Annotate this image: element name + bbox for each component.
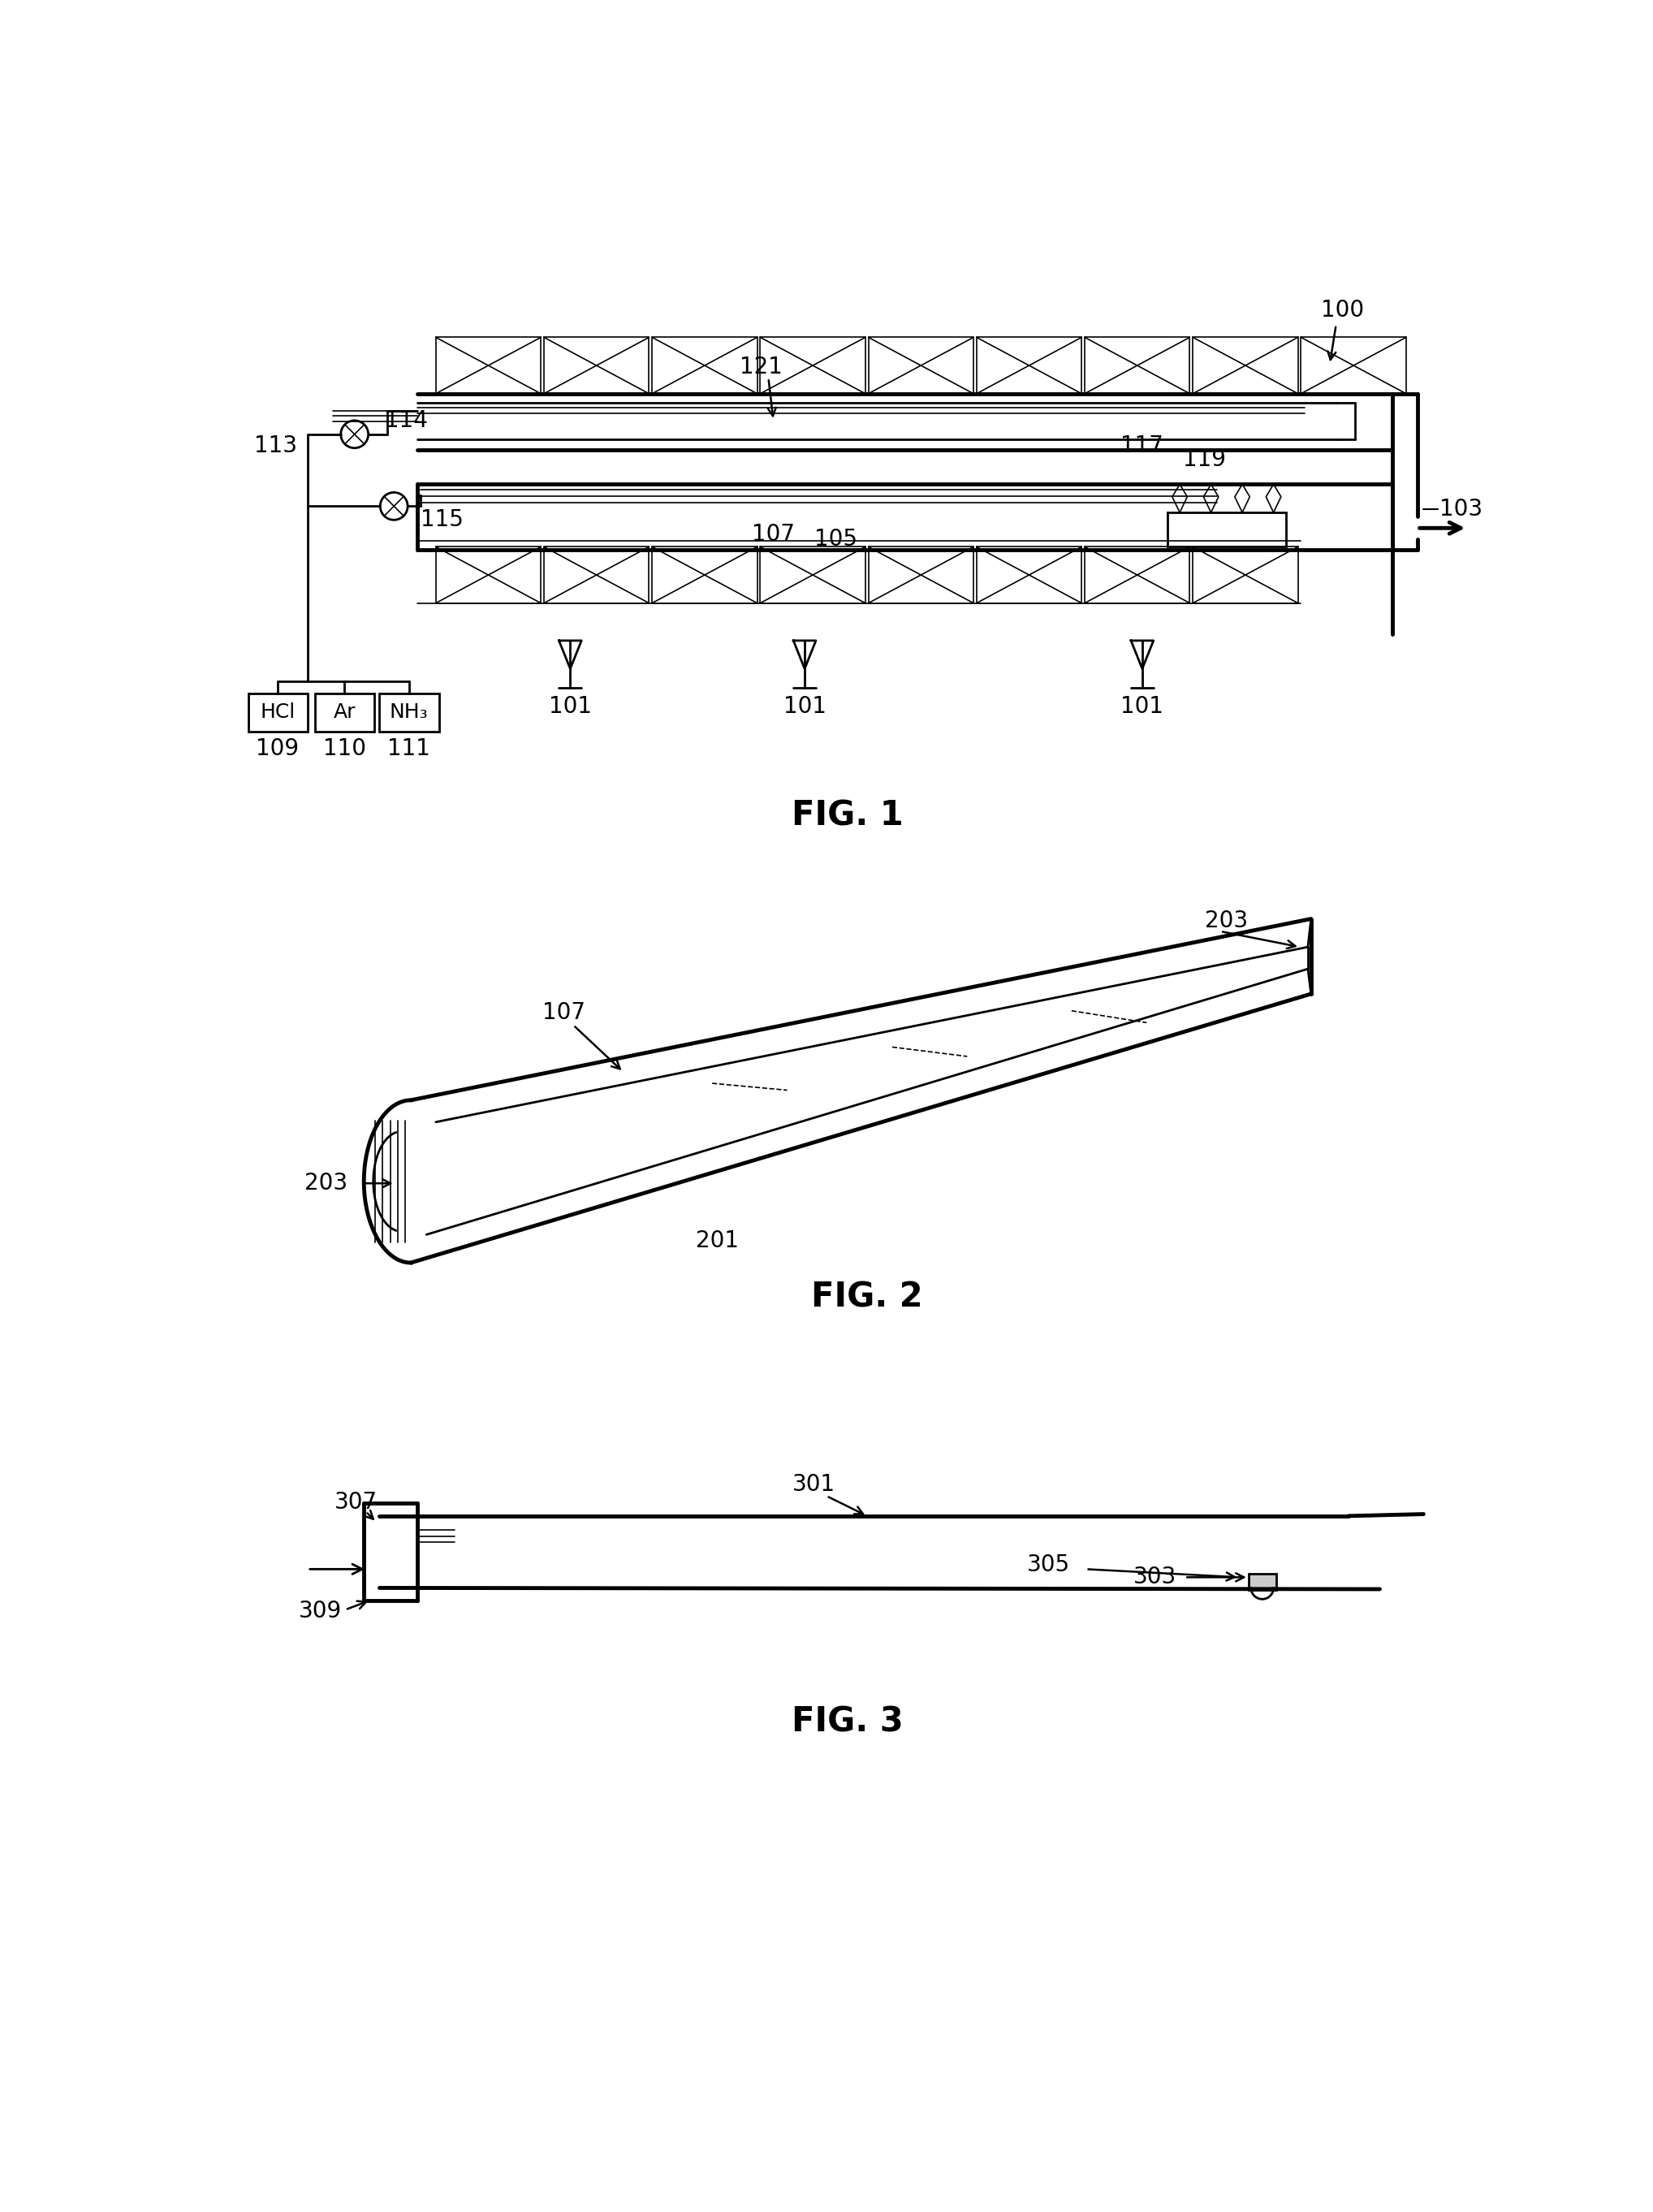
Text: 100: 100	[1321, 299, 1364, 321]
Bar	[1084, 546, 1190, 604]
Text: 105: 105	[815, 529, 858, 551]
Bar	[380, 695, 440, 732]
Text: 101: 101	[549, 695, 592, 717]
Bar	[1193, 546, 1298, 604]
Text: 103: 103	[1440, 498, 1483, 520]
Bar	[1084, 338, 1190, 394]
Text: 203: 203	[1205, 909, 1248, 931]
Bar	[653, 338, 757, 394]
Text: 115: 115	[420, 509, 463, 531]
Bar	[544, 546, 650, 604]
Text: 101: 101	[1121, 695, 1164, 717]
Bar	[760, 546, 865, 604]
Text: 107: 107	[752, 522, 795, 546]
Bar	[1193, 338, 1298, 394]
Text: 107: 107	[542, 1002, 585, 1024]
Text: FIG. 1: FIG. 1	[792, 799, 903, 832]
Text: 203: 203	[304, 1172, 349, 1194]
Text: 110: 110	[322, 737, 365, 761]
Text: 301: 301	[792, 1473, 836, 1495]
Text: HCl: HCl	[260, 703, 296, 723]
Text: 307: 307	[334, 1491, 377, 1513]
Bar	[544, 338, 650, 394]
Bar	[868, 546, 974, 604]
Text: 113: 113	[255, 434, 298, 458]
Text: 201: 201	[696, 1230, 739, 1252]
Text: FIG. 3: FIG. 3	[792, 1705, 903, 1739]
Bar	[868, 338, 974, 394]
Text: 119: 119	[1184, 447, 1227, 471]
Bar	[977, 338, 1081, 394]
Text: 109: 109	[256, 737, 299, 761]
Bar	[436, 546, 541, 604]
Bar	[653, 546, 757, 604]
Bar	[436, 338, 541, 394]
Bar	[977, 546, 1081, 604]
Bar	[760, 338, 865, 394]
Text: 101: 101	[784, 695, 826, 717]
Text: 114: 114	[385, 409, 428, 431]
Text: Ar: Ar	[334, 703, 355, 723]
Text: NH₃: NH₃	[390, 703, 428, 723]
Text: 117: 117	[1121, 434, 1164, 458]
Bar	[1167, 513, 1286, 546]
Bar	[316, 695, 375, 732]
Text: FIG. 2: FIG. 2	[812, 1281, 922, 1314]
Text: 305: 305	[1027, 1553, 1069, 1577]
Bar	[1301, 338, 1407, 394]
Bar	[248, 695, 307, 732]
Text: 121: 121	[739, 356, 782, 378]
Text: 111: 111	[387, 737, 430, 761]
Bar	[1248, 1575, 1276, 1590]
Text: 303: 303	[1132, 1566, 1177, 1588]
Text: 309: 309	[299, 1599, 342, 1621]
